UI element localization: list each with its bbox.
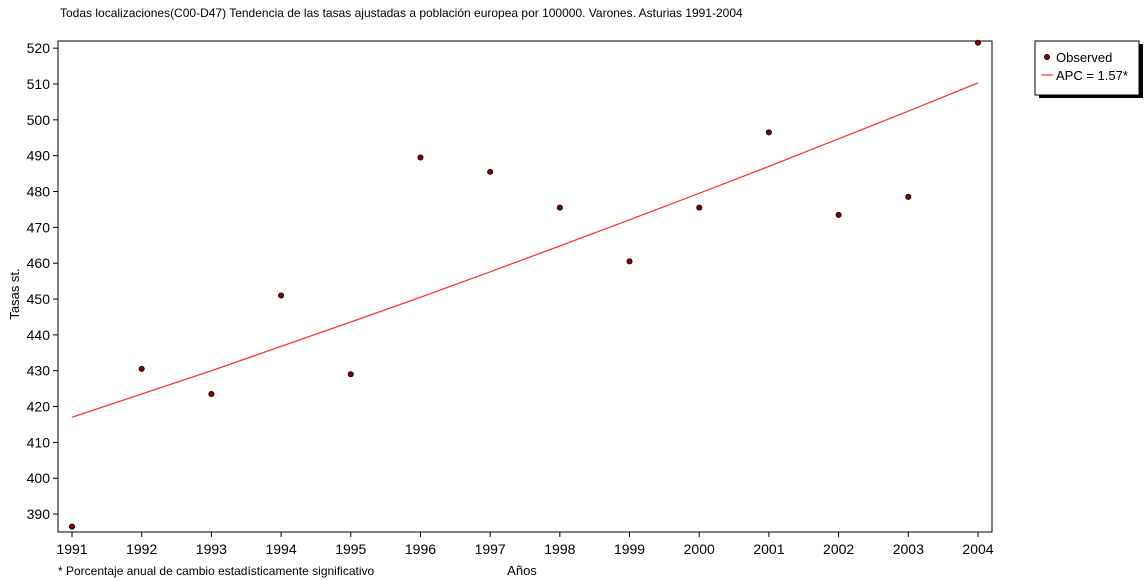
- x-tick-label: 1998: [544, 541, 575, 557]
- x-tick-label: 1992: [126, 541, 157, 557]
- y-tick-label: 450: [27, 291, 51, 307]
- y-tick-label: 410: [27, 434, 51, 450]
- chart-title: Todas localizaciones(C00-D47) Tendencia …: [60, 6, 743, 20]
- observed-point: [138, 365, 145, 372]
- trend-line-layer: [71, 82, 979, 418]
- observed-point: [556, 204, 563, 211]
- apc-trend-line: [71, 82, 979, 418]
- legend-observed-label: Observed: [1056, 50, 1112, 65]
- legend-box: [1034, 40, 1140, 96]
- observed-point: [765, 129, 772, 136]
- y-tick-label: 480: [27, 184, 51, 200]
- y-tick-label: 460: [27, 255, 51, 271]
- y-tick-label: 430: [27, 363, 51, 379]
- observed-point: [417, 154, 424, 161]
- y-tick-label: 490: [27, 148, 51, 164]
- observed-point: [905, 193, 912, 200]
- x-tick-label: 2003: [893, 541, 924, 557]
- x-tick-label: 2001: [753, 541, 784, 557]
- legend: Observed APC = 1.57*: [1034, 40, 1143, 98]
- y-tick-label: 390: [27, 506, 51, 522]
- y-tick-label: 510: [27, 76, 51, 92]
- x-tick-label: 2000: [684, 541, 715, 557]
- x-tick-label: 1995: [335, 541, 366, 557]
- y-tick-label: 470: [27, 219, 51, 235]
- observed-points-layer: [69, 39, 982, 530]
- plot-area-border: [57, 40, 993, 533]
- y-tick-label: 520: [27, 40, 51, 56]
- observed-point: [347, 371, 354, 378]
- observed-point: [835, 211, 842, 218]
- x-axis-label: Años: [507, 563, 537, 578]
- legend-apc-label: APC = 1.57*: [1056, 68, 1128, 83]
- x-tick-label: 1994: [265, 541, 296, 557]
- y-tick-label: 440: [27, 327, 51, 343]
- x-tick-label: 1991: [56, 541, 87, 557]
- x-tick-label: 2004: [962, 541, 993, 557]
- observed-point: [208, 391, 215, 398]
- y-tick-label: 500: [27, 112, 51, 128]
- y-tick-label: 400: [27, 470, 51, 486]
- observed-point: [975, 39, 982, 46]
- observed-point: [487, 168, 494, 175]
- plot-frame: [57, 40, 993, 533]
- y-tick-label: 420: [27, 399, 51, 415]
- x-tick-label: 1996: [405, 541, 436, 557]
- x-tick-label: 2002: [823, 541, 854, 557]
- x-tick-label: 1997: [475, 541, 506, 557]
- x-tick-label: 1993: [196, 541, 227, 557]
- x-tick-label: 1999: [614, 541, 645, 557]
- observed-point: [69, 523, 76, 530]
- axis-ticks: 390 400 410 420 430 440 450 460 470 480 490 500 510 5…: [27, 40, 994, 557]
- observed-point: [278, 292, 285, 299]
- observed-point: [626, 258, 633, 265]
- legend-observed-marker: [1044, 54, 1051, 61]
- footnote: * Porcentaje anual de cambio estadística…: [58, 564, 375, 578]
- y-axis-label: Tasas st.: [7, 268, 22, 319]
- observed-point: [696, 204, 703, 211]
